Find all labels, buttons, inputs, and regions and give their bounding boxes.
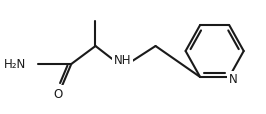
Text: NH: NH: [114, 53, 131, 66]
Text: N: N: [229, 73, 238, 86]
Text: O: O: [53, 87, 62, 100]
Text: H₂N: H₂N: [3, 58, 26, 71]
